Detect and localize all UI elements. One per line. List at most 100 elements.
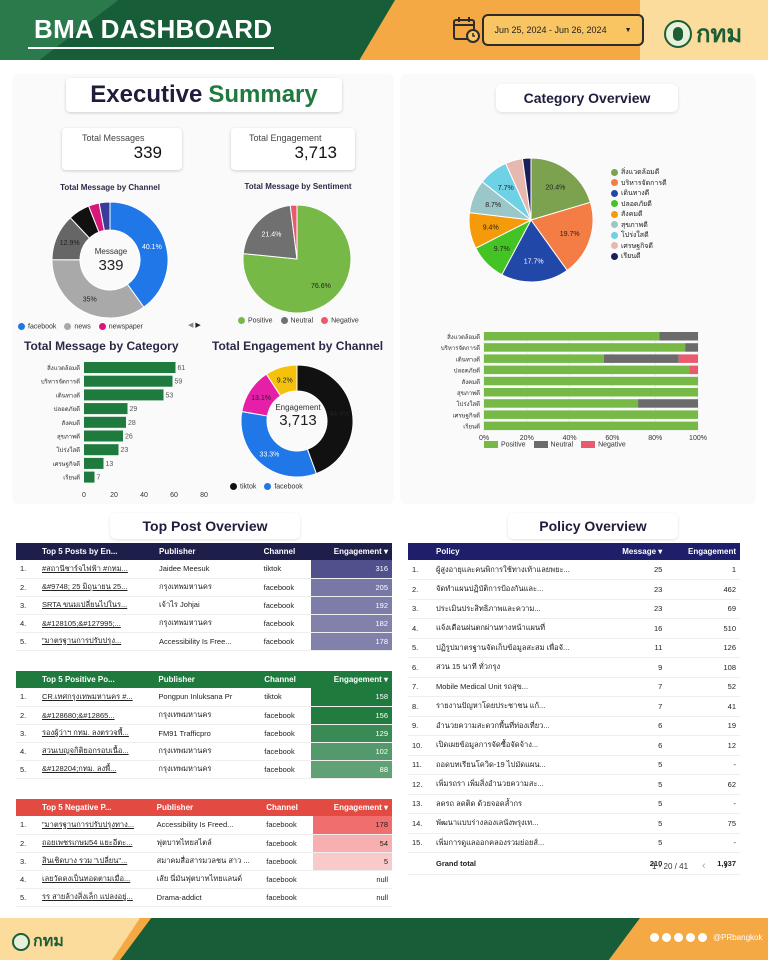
- table-row[interactable]: 2. ถอยเพชรเกษม54 แยะอีตะ... ฟุตบาทไทยสไตล์…: [16, 834, 392, 853]
- policy-name: เพิ่มรถรา เพิ่มสิ่งอำนวยความสะ...: [432, 774, 604, 795]
- category-label: บริหารจัดการดี: [441, 344, 480, 352]
- post-link[interactable]: "มาตรฐานการปรับปรุง...: [38, 632, 155, 651]
- total-engagement-card: Total Engagement 3,713: [231, 128, 355, 170]
- pie-slice-label: 40.1%: [142, 244, 162, 251]
- table-row[interactable]: 5. ปฏิรูปมาตรฐานจัดเก็บข้อมูลสะสม เพื่อจั…: [408, 638, 740, 658]
- policy-name: พัฒนาแบบร่างลองเลนังพรุงเท...: [432, 813, 604, 834]
- table-row[interactable]: 10. เปิดเผยข้อมูลการจัดซื้อจัดจ้าง... 6 12: [408, 735, 740, 756]
- column-header[interactable]: Message ▾: [622, 547, 663, 556]
- category-label: เดินทางดี: [456, 355, 480, 363]
- bma-logo: กทม: [664, 14, 742, 53]
- column-header[interactable]: Channel: [264, 675, 296, 684]
- post-link[interactable]: SRTA ขนมเปลี่ยนไปในร...: [38, 596, 155, 615]
- row-index: 1.: [408, 560, 432, 580]
- post-link[interactable]: รองผู้ว่าฯ กทม. ลงตรวจพื้...: [38, 724, 155, 743]
- post-link[interactable]: &#128680;&#12865...: [38, 706, 155, 725]
- table-row[interactable]: 4. แจ้งเดือนฝนตกผ่านทางหน้าแผนที่ 16 510: [408, 618, 740, 639]
- post-link[interactable]: สวนเบญจกิติยอกรอบเนื้อ...: [38, 742, 155, 761]
- column-header[interactable]: Policy: [436, 547, 460, 556]
- table-cell: facebook: [259, 632, 312, 651]
- category-sentiment-bar-chart: 0% 20% 40% 60% 80% 100% สิ่งแวดล้อมดีบริหารจัด…: [441, 332, 707, 442]
- table-row[interactable]: 5. "มาตรฐานการปรับปรุง... Accessibility Is…: [16, 632, 392, 651]
- post-link[interactable]: &#128204;กทม. ลงพื้...: [38, 760, 155, 779]
- column-header[interactable]: Engagement ▾: [333, 547, 388, 556]
- line-icon: [650, 933, 659, 942]
- bar-positive: [484, 410, 698, 419]
- row-index: 13.: [408, 794, 432, 814]
- table-row[interactable]: 1. #สถานีชาร์จไฟฟ้า #กทม... Jaidee Meesuk t…: [16, 560, 392, 579]
- table-row[interactable]: 4. สวนเบญจกิติยอกรอบเนื้อ... กรุงเทพมหานคร…: [16, 742, 392, 761]
- category-label: โปร่งใสดี: [56, 446, 80, 454]
- pie-slice-label: 17.7%: [524, 258, 544, 265]
- table-cell: Accessibility Is Freed...: [152, 816, 263, 835]
- table-cell: facebook: [259, 578, 312, 597]
- post-link[interactable]: สินเชิดบาง รวม "เปลี่ยน"...: [38, 852, 153, 871]
- table-row[interactable]: 1. ผู้สูงอายุและคนพิการใช้ทางเท้าแลยพยะ..…: [408, 560, 740, 580]
- category-bar-chart: 0 20 40 60 80 สิ่งแวดล้อมดี 61 บริหารจัดการดี 59…: [41, 362, 208, 499]
- column-header[interactable]: Engagement ▾: [333, 803, 388, 812]
- table-row[interactable]: 13. ลดรถ ลดติด ด้วยจอดล้ำกร 5-: [408, 794, 740, 814]
- message-count: 7: [603, 677, 667, 697]
- column-header[interactable]: Publisher: [158, 675, 195, 684]
- table-row[interactable]: 9. อำนวยความสะดวกพื้นที่ท่องเที่ยว... 6 19: [408, 716, 740, 736]
- next-page-button[interactable]: ›: [724, 860, 728, 872]
- engagement-value: null: [312, 870, 392, 889]
- post-link[interactable]: "มาตรฐานการปรับปรุงทาง...: [38, 816, 153, 835]
- post-link[interactable]: #สถานีชาร์จไฟฟ้า #กทม...: [38, 560, 155, 579]
- table-row[interactable]: 4. &#128105;&#127995;... กรุงเทพมหานคร face…: [16, 614, 392, 633]
- column-header[interactable]: Top 5 Positive Po...: [42, 675, 115, 684]
- table-row[interactable]: 1. CR.เทศกรุงเทพมหานคร #... Pongpun Inluks…: [16, 688, 392, 707]
- column-header[interactable]: Publisher: [156, 803, 194, 812]
- engagement-chart-title: Total Engagement by Channel: [212, 339, 384, 353]
- table-row[interactable]: 2. &#128680;&#12865... กรุงเทพมหานคร facebo…: [16, 706, 392, 725]
- table-row[interactable]: 5. &#128204;กทม. ลงพื้... กรุงเทพมหานคร fac…: [16, 760, 392, 779]
- instagram-icon: [674, 933, 683, 942]
- table-cell: เจ้าไร Johjai: [154, 596, 260, 615]
- table-row[interactable]: 5. รร สายล้างสิ่งเล็ก แปลงอยู่... Drama-ad…: [16, 888, 392, 907]
- table-row[interactable]: 6. สวน 15 นาที ทั่วกรุง 9 108: [408, 657, 740, 678]
- table-row[interactable]: 1. "มาตรฐานการปรับปรุงทาง... Accessibility…: [16, 816, 392, 835]
- post-link[interactable]: CR.เทศกรุงเทพมหานคร #...: [38, 688, 155, 707]
- bar-neutral: [685, 343, 698, 352]
- table-row[interactable]: 3. SRTA ขนมเปลี่ยนไปในร... เจ้าไร Johjai fa…: [16, 596, 392, 615]
- column-header[interactable]: Publisher: [158, 547, 196, 556]
- calendar-icon[interactable]: [452, 15, 480, 43]
- table-cell: Accessibility Is Free...: [154, 632, 260, 651]
- table-row[interactable]: 2. จัดทำแผนปฏิบัติการป้องกันและ... 23 462: [408, 579, 740, 600]
- legend-pager[interactable]: ◀ ▶: [188, 322, 201, 329]
- table-row[interactable]: 3. สินเชิดบาง รวม "เปลี่ยน"... สมาคมสื่อสา…: [16, 852, 392, 871]
- table-row[interactable]: 15. เพิ่มการดูแลออกคลองรวมย่อยส์... 5-: [408, 833, 740, 853]
- table-row[interactable]: 12. เพิ่มรถรา เพิ่มสิ่งอำนวยความสะ... 5 62: [408, 774, 740, 795]
- column-header[interactable]: Top 5 Posts by En...: [42, 547, 118, 556]
- post-link[interactable]: รร สายล้างสิ่งเล็ก แปลงอยู่...: [38, 888, 153, 907]
- post-link[interactable]: ถอยเพชรเกษม54 แยะอีตะ...: [38, 834, 153, 853]
- table-row[interactable]: 8. รายงานปัญหาโดยประชาชน แก้... 7 41: [408, 696, 740, 717]
- post-link[interactable]: เลยวัดดงเป็นทอดตามเมื่อ...: [38, 870, 153, 889]
- executive-summary-title: Executive Summary: [66, 78, 342, 112]
- title-underline: [28, 47, 274, 49]
- post-link[interactable]: &#128105;&#127995;...: [38, 614, 155, 633]
- table-row[interactable]: 7. Mobile Medical Unit รถสุข... 7 52: [408, 677, 740, 697]
- date-range-selector[interactable]: Jun 25, 2024 - Jun 26, 2024 ▼: [482, 14, 644, 46]
- table-row[interactable]: 14. พัฒนาแบบร่างลองเลนังพรุงเท... 5 75: [408, 813, 740, 834]
- table-row[interactable]: 4. เลยวัดดงเป็นทอดตามเมื่อ... เส้ย นี่มันฟ…: [16, 870, 392, 889]
- column-header[interactable]: Engagement: [687, 547, 736, 556]
- category-label: สุขภาพดี: [57, 433, 80, 441]
- table-cell: กรุงเทพมหานคร: [154, 614, 260, 633]
- table-row[interactable]: 2. &#9748; 25 มิถุนายน 25... กรุงเทพมหานคร…: [16, 578, 392, 597]
- bar-positive: [484, 421, 698, 431]
- row-index: 3.: [408, 599, 432, 619]
- table-row[interactable]: 3. ประเมินประสิทธิภาพและความ... 23 69: [408, 599, 740, 619]
- bar-positive: [484, 376, 698, 386]
- prev-page-button[interactable]: ‹: [702, 860, 706, 872]
- column-header[interactable]: Channel: [266, 803, 298, 812]
- column-header[interactable]: Engagement ▾: [333, 675, 388, 684]
- social-icons: @PRbangkok: [650, 933, 762, 942]
- column-header[interactable]: Top 5 Negative P...: [42, 803, 112, 812]
- post-link[interactable]: &#9748; 25 มิถุนายน 25...: [38, 578, 155, 597]
- column-header[interactable]: Channel: [263, 547, 296, 556]
- category-label: สังคมดี: [462, 378, 481, 386]
- table-row[interactable]: 11. ถอดบทเรียนโควิด-19 ไปมัดแผน... 5-: [408, 755, 740, 775]
- table-row[interactable]: 3. รองผู้ว่าฯ กทม. ลงตรวจพื้... FM91 Traff…: [16, 724, 392, 743]
- row-index: 4.: [16, 614, 38, 633]
